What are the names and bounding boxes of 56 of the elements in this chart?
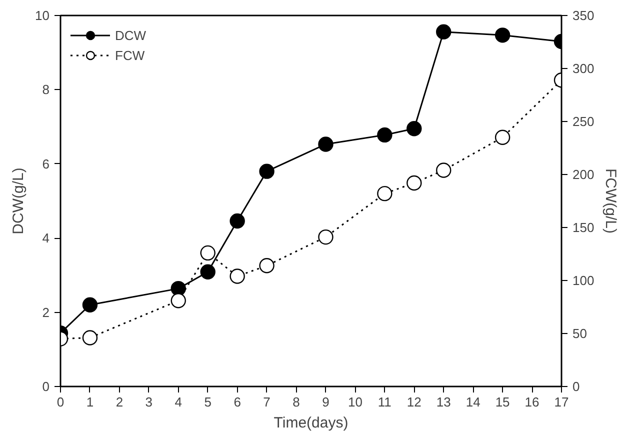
y-tick-label: 4 bbox=[42, 230, 50, 246]
y2-tick-label: 200 bbox=[572, 167, 594, 182]
y2-tick-label: 0 bbox=[572, 379, 580, 394]
y-tick-label: 8 bbox=[42, 82, 50, 98]
y2-tick-label: 100 bbox=[572, 273, 594, 288]
point bbox=[170, 293, 186, 308]
legend-label: DCW bbox=[115, 28, 146, 42]
x-tick-label: 0 bbox=[56, 394, 64, 410]
point bbox=[200, 245, 216, 261]
x-axis-title: Time(days) bbox=[274, 414, 348, 432]
point bbox=[494, 130, 510, 145]
point bbox=[406, 121, 422, 136]
x-tick-label: 3 bbox=[145, 394, 153, 410]
y-tick-label: 0 bbox=[42, 379, 50, 394]
point bbox=[82, 297, 98, 312]
x-tick-label: 2 bbox=[116, 394, 124, 410]
x-tick-label: 16 bbox=[524, 394, 540, 410]
x-tick-label: 4 bbox=[174, 394, 182, 410]
point bbox=[230, 213, 245, 229]
y2-axis-title: FCW(g/L) bbox=[602, 168, 620, 234]
x-tick-label: 1 bbox=[86, 394, 94, 410]
point bbox=[377, 186, 392, 202]
point bbox=[436, 24, 452, 40]
point bbox=[318, 136, 334, 152]
y-tick-label: 6 bbox=[42, 156, 50, 172]
y-tick-label: 2 bbox=[42, 304, 50, 320]
x-tick-label: 11 bbox=[378, 394, 392, 410]
y-axis-title: DCW(g/L) bbox=[10, 168, 28, 234]
y2-tick-label: 50 bbox=[572, 326, 587, 341]
point bbox=[318, 229, 334, 245]
x-tick-label: 14 bbox=[466, 394, 480, 410]
x-tick-label: 5 bbox=[204, 394, 212, 410]
point bbox=[494, 28, 510, 43]
point bbox=[259, 258, 274, 274]
legend-label: FCW bbox=[115, 48, 145, 62]
x-tick-label: 7 bbox=[263, 394, 270, 410]
x-tick-label: 15 bbox=[495, 394, 510, 410]
y2-tick-label: 250 bbox=[572, 114, 594, 129]
x-tick-label: 6 bbox=[234, 394, 241, 410]
point bbox=[259, 164, 274, 179]
x-tick-label: 8 bbox=[292, 394, 300, 410]
x-tick-label: 12 bbox=[406, 394, 422, 410]
x-tick-label: 13 bbox=[436, 394, 451, 410]
x-tick-label: 10 bbox=[348, 394, 362, 410]
y-tick-label: 10 bbox=[35, 8, 50, 23]
point bbox=[406, 175, 422, 191]
point bbox=[436, 162, 452, 178]
point bbox=[230, 268, 245, 284]
x-tick-label: 17 bbox=[554, 394, 569, 410]
point bbox=[200, 264, 216, 280]
y2-tick-label: 300 bbox=[572, 61, 594, 76]
x-tick-label: 9 bbox=[322, 394, 330, 410]
y2-tick-label: 150 bbox=[572, 220, 594, 235]
y2-tick-label: 350 bbox=[572, 8, 594, 23]
point bbox=[377, 127, 392, 143]
point bbox=[82, 330, 98, 346]
